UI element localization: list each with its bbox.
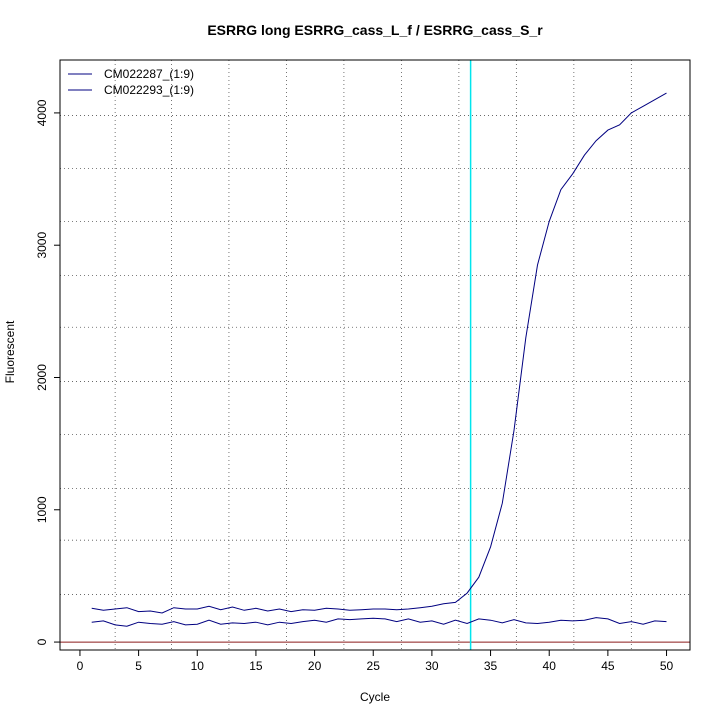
y-axis-label: Fluorescent	[3, 320, 17, 383]
legend-label: CM022287_(1:9)	[104, 67, 194, 81]
y-tick-label: 0	[35, 638, 49, 645]
y-tick-label: 4000	[35, 99, 49, 126]
chart-title: ESRRG long ESRRG_cass_L_f / ESRRG_cass_S…	[207, 22, 543, 38]
x-tick-label: 15	[249, 659, 263, 673]
x-axis-label: Cycle	[360, 690, 390, 704]
legend: CM022287_(1:9) CM022293_(1:9)	[68, 67, 194, 97]
y-tick-label: 1000	[35, 496, 49, 523]
x-tick-label: 35	[484, 659, 498, 673]
x-tick-label: 10	[191, 659, 205, 673]
x-tick-label: 30	[425, 659, 439, 673]
x-axis: 0 5 10 15 20 25 30 35 40 45 50	[77, 650, 674, 673]
x-tick-label: 5	[135, 659, 142, 673]
y-tick-label: 3000	[35, 232, 49, 259]
x-tick-label: 45	[601, 659, 615, 673]
x-tick-label: 0	[77, 659, 84, 673]
plot-frame	[59, 59, 691, 651]
series-line-1	[91, 92, 667, 614]
legend-label: CM022293_(1:9)	[104, 83, 194, 97]
series-line-2	[91, 617, 667, 627]
x-tick-label: 20	[308, 659, 322, 673]
y-axis: 0 1000 2000 3000 4000	[35, 99, 60, 645]
series-lines	[91, 92, 667, 627]
x-tick-label: 40	[543, 659, 557, 673]
x-tick-label: 50	[660, 659, 674, 673]
grid-lines	[60, 60, 690, 650]
x-tick-label: 25	[367, 659, 381, 673]
y-tick-label: 2000	[35, 364, 49, 391]
reference-lines	[60, 60, 690, 650]
